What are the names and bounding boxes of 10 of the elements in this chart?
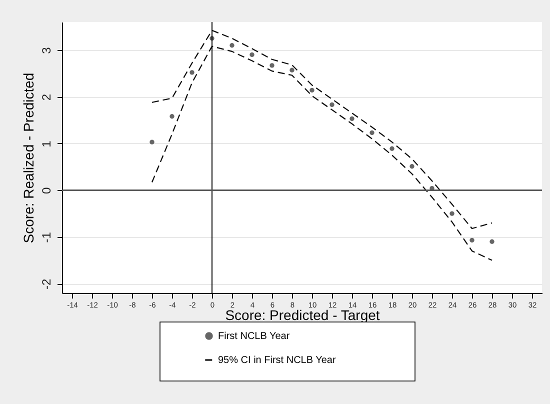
y-tick-label: 3 xyxy=(40,46,54,54)
y-tick-label: 1 xyxy=(40,140,54,148)
y-tick-label: 2 xyxy=(40,94,54,101)
x-axis-title: Score: Predicted - Target xyxy=(225,307,380,323)
legend-label: First NCLB Year xyxy=(218,331,290,342)
y-tick-label: -1 xyxy=(40,232,54,243)
y-tick-label: -2 xyxy=(40,278,54,290)
legend-label: 95% CI in First NCLB Year xyxy=(218,355,336,366)
y-tick-label: 0 xyxy=(40,187,54,194)
y-axis-title: Score: Realized - Predicted xyxy=(20,72,36,244)
